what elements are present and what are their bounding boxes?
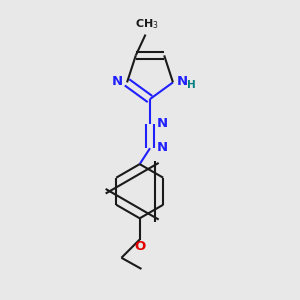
Text: N: N — [157, 141, 168, 154]
Text: N: N — [176, 75, 188, 88]
Text: O: O — [134, 240, 145, 254]
Text: N: N — [112, 75, 123, 88]
Text: CH$_3$: CH$_3$ — [135, 17, 159, 31]
Text: N: N — [157, 117, 168, 130]
Text: H: H — [187, 80, 196, 90]
